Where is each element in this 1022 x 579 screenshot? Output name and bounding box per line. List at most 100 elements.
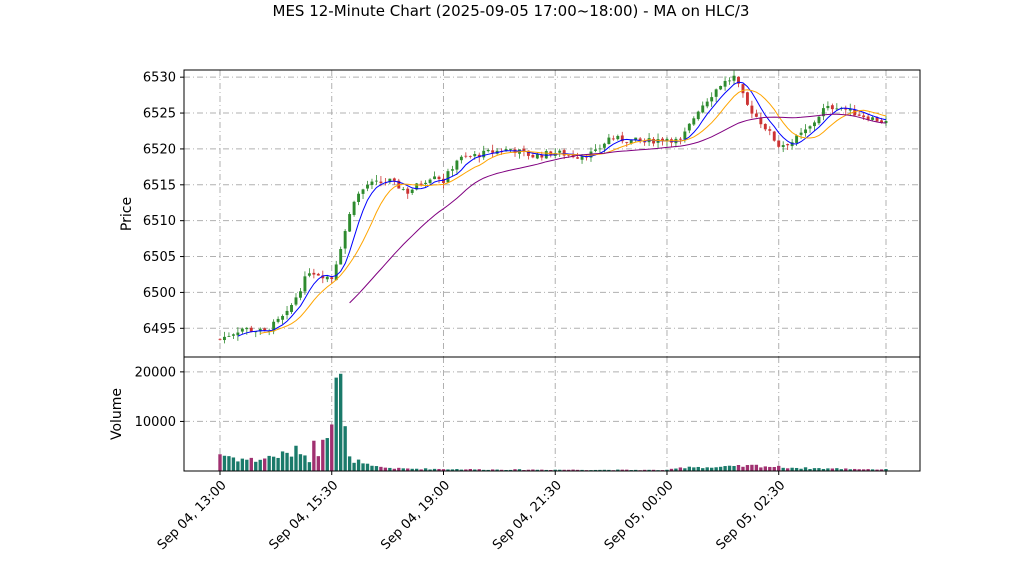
x-tick-label: Sep 04, 15:30	[267, 478, 342, 553]
volume-bar	[379, 466, 383, 471]
volume-bar	[289, 456, 294, 471]
candle-body	[763, 123, 767, 130]
price-tick-label: 6505	[143, 250, 176, 265]
candle-body	[880, 120, 883, 123]
candle-body	[446, 171, 450, 183]
candle-body	[307, 273, 311, 276]
volume-bar	[526, 469, 531, 471]
candle-body	[844, 108, 848, 110]
volume-bar	[397, 467, 401, 471]
volume-bar	[732, 465, 736, 471]
volume-bar	[580, 469, 584, 471]
candle-body	[571, 154, 575, 158]
candle-body	[464, 155, 468, 157]
chart-title: MES 12-Minute Chart (2025-09-05 17:00~18…	[273, 2, 750, 20]
candle-body	[826, 105, 830, 109]
volume-bar	[401, 468, 405, 471]
volume-bar	[839, 469, 843, 471]
candle-body	[723, 80, 727, 87]
candle-body	[374, 180, 378, 182]
volume-bar	[307, 462, 312, 471]
candle-body	[325, 276, 329, 280]
volume-bar	[844, 468, 848, 471]
volume-bar	[312, 440, 316, 471]
candle-body	[263, 328, 267, 331]
volume-bar	[808, 468, 812, 471]
volume-bar	[593, 469, 598, 471]
volume-bar	[276, 457, 280, 471]
volume-bar	[365, 463, 370, 471]
volume-bar	[678, 467, 683, 471]
volume-bar	[334, 377, 338, 471]
volume-bar	[535, 469, 540, 471]
candle-body	[567, 154, 571, 156]
price-tick-label: 6500	[143, 286, 176, 301]
volume-bar	[245, 459, 249, 471]
volume-bar	[768, 466, 772, 471]
volume-bar	[781, 467, 785, 471]
candle-body	[737, 76, 740, 84]
candle-body	[236, 332, 240, 336]
candle-body	[424, 182, 428, 185]
volume-bar	[352, 462, 356, 471]
candle-body	[433, 176, 437, 180]
volume-bar	[482, 469, 486, 471]
candle-body	[535, 154, 539, 159]
ma-line-10	[260, 89, 887, 334]
volume-bar	[714, 467, 718, 471]
volume-axis-label: Volume	[109, 388, 125, 440]
candle-body	[634, 137, 638, 141]
candle-body	[473, 154, 477, 157]
candle-body	[406, 188, 410, 194]
volume-bar	[356, 459, 361, 471]
volume-bar	[374, 466, 379, 471]
candle-body	[719, 85, 723, 90]
volume-bar	[419, 469, 423, 471]
volume-bar	[799, 468, 803, 471]
volume-bar	[468, 468, 472, 471]
candle-body	[683, 131, 687, 140]
volume-bar	[620, 469, 624, 471]
volume-bar	[410, 468, 414, 471]
volume-bar	[812, 468, 817, 471]
volume-bar	[553, 469, 557, 471]
price-tick-label: 6520	[143, 142, 176, 157]
candle-body	[526, 150, 530, 156]
volume-bar	[285, 452, 289, 471]
volume-bar	[303, 455, 307, 471]
volume-bar	[562, 469, 566, 471]
volume-bar	[736, 465, 741, 471]
volume-bar	[294, 445, 298, 471]
candle-body	[442, 178, 445, 183]
volume-bar	[866, 469, 870, 471]
volume-bar	[821, 468, 826, 471]
candle-body	[643, 141, 647, 143]
candle-body	[705, 101, 709, 107]
candle-body	[871, 117, 875, 120]
volume-bar	[428, 469, 432, 471]
volume-bar	[280, 451, 285, 471]
volume-bar	[508, 469, 513, 471]
candle-body	[285, 310, 289, 316]
x-tick-label: Sep 05, 02:30	[713, 478, 788, 553]
volume-bar	[464, 469, 468, 471]
volume-bar	[754, 464, 759, 471]
x-tick-label: Sep 05, 00:00	[602, 478, 677, 553]
candle-body	[857, 114, 861, 116]
volume-bar	[602, 469, 607, 471]
volume-bar	[298, 454, 303, 471]
volume-bar	[446, 469, 450, 471]
volume-bar	[473, 469, 477, 471]
candle-body	[821, 108, 825, 117]
volume-bar	[263, 458, 267, 471]
volume-bar	[803, 467, 808, 471]
volume-bar	[517, 469, 522, 471]
candle-body	[428, 179, 432, 184]
volume-bar	[884, 468, 888, 471]
volume-bar	[651, 469, 656, 471]
volume-bar	[727, 465, 732, 471]
volume-bar	[759, 467, 763, 471]
candle-body	[745, 92, 749, 105]
candle-body	[370, 181, 374, 185]
